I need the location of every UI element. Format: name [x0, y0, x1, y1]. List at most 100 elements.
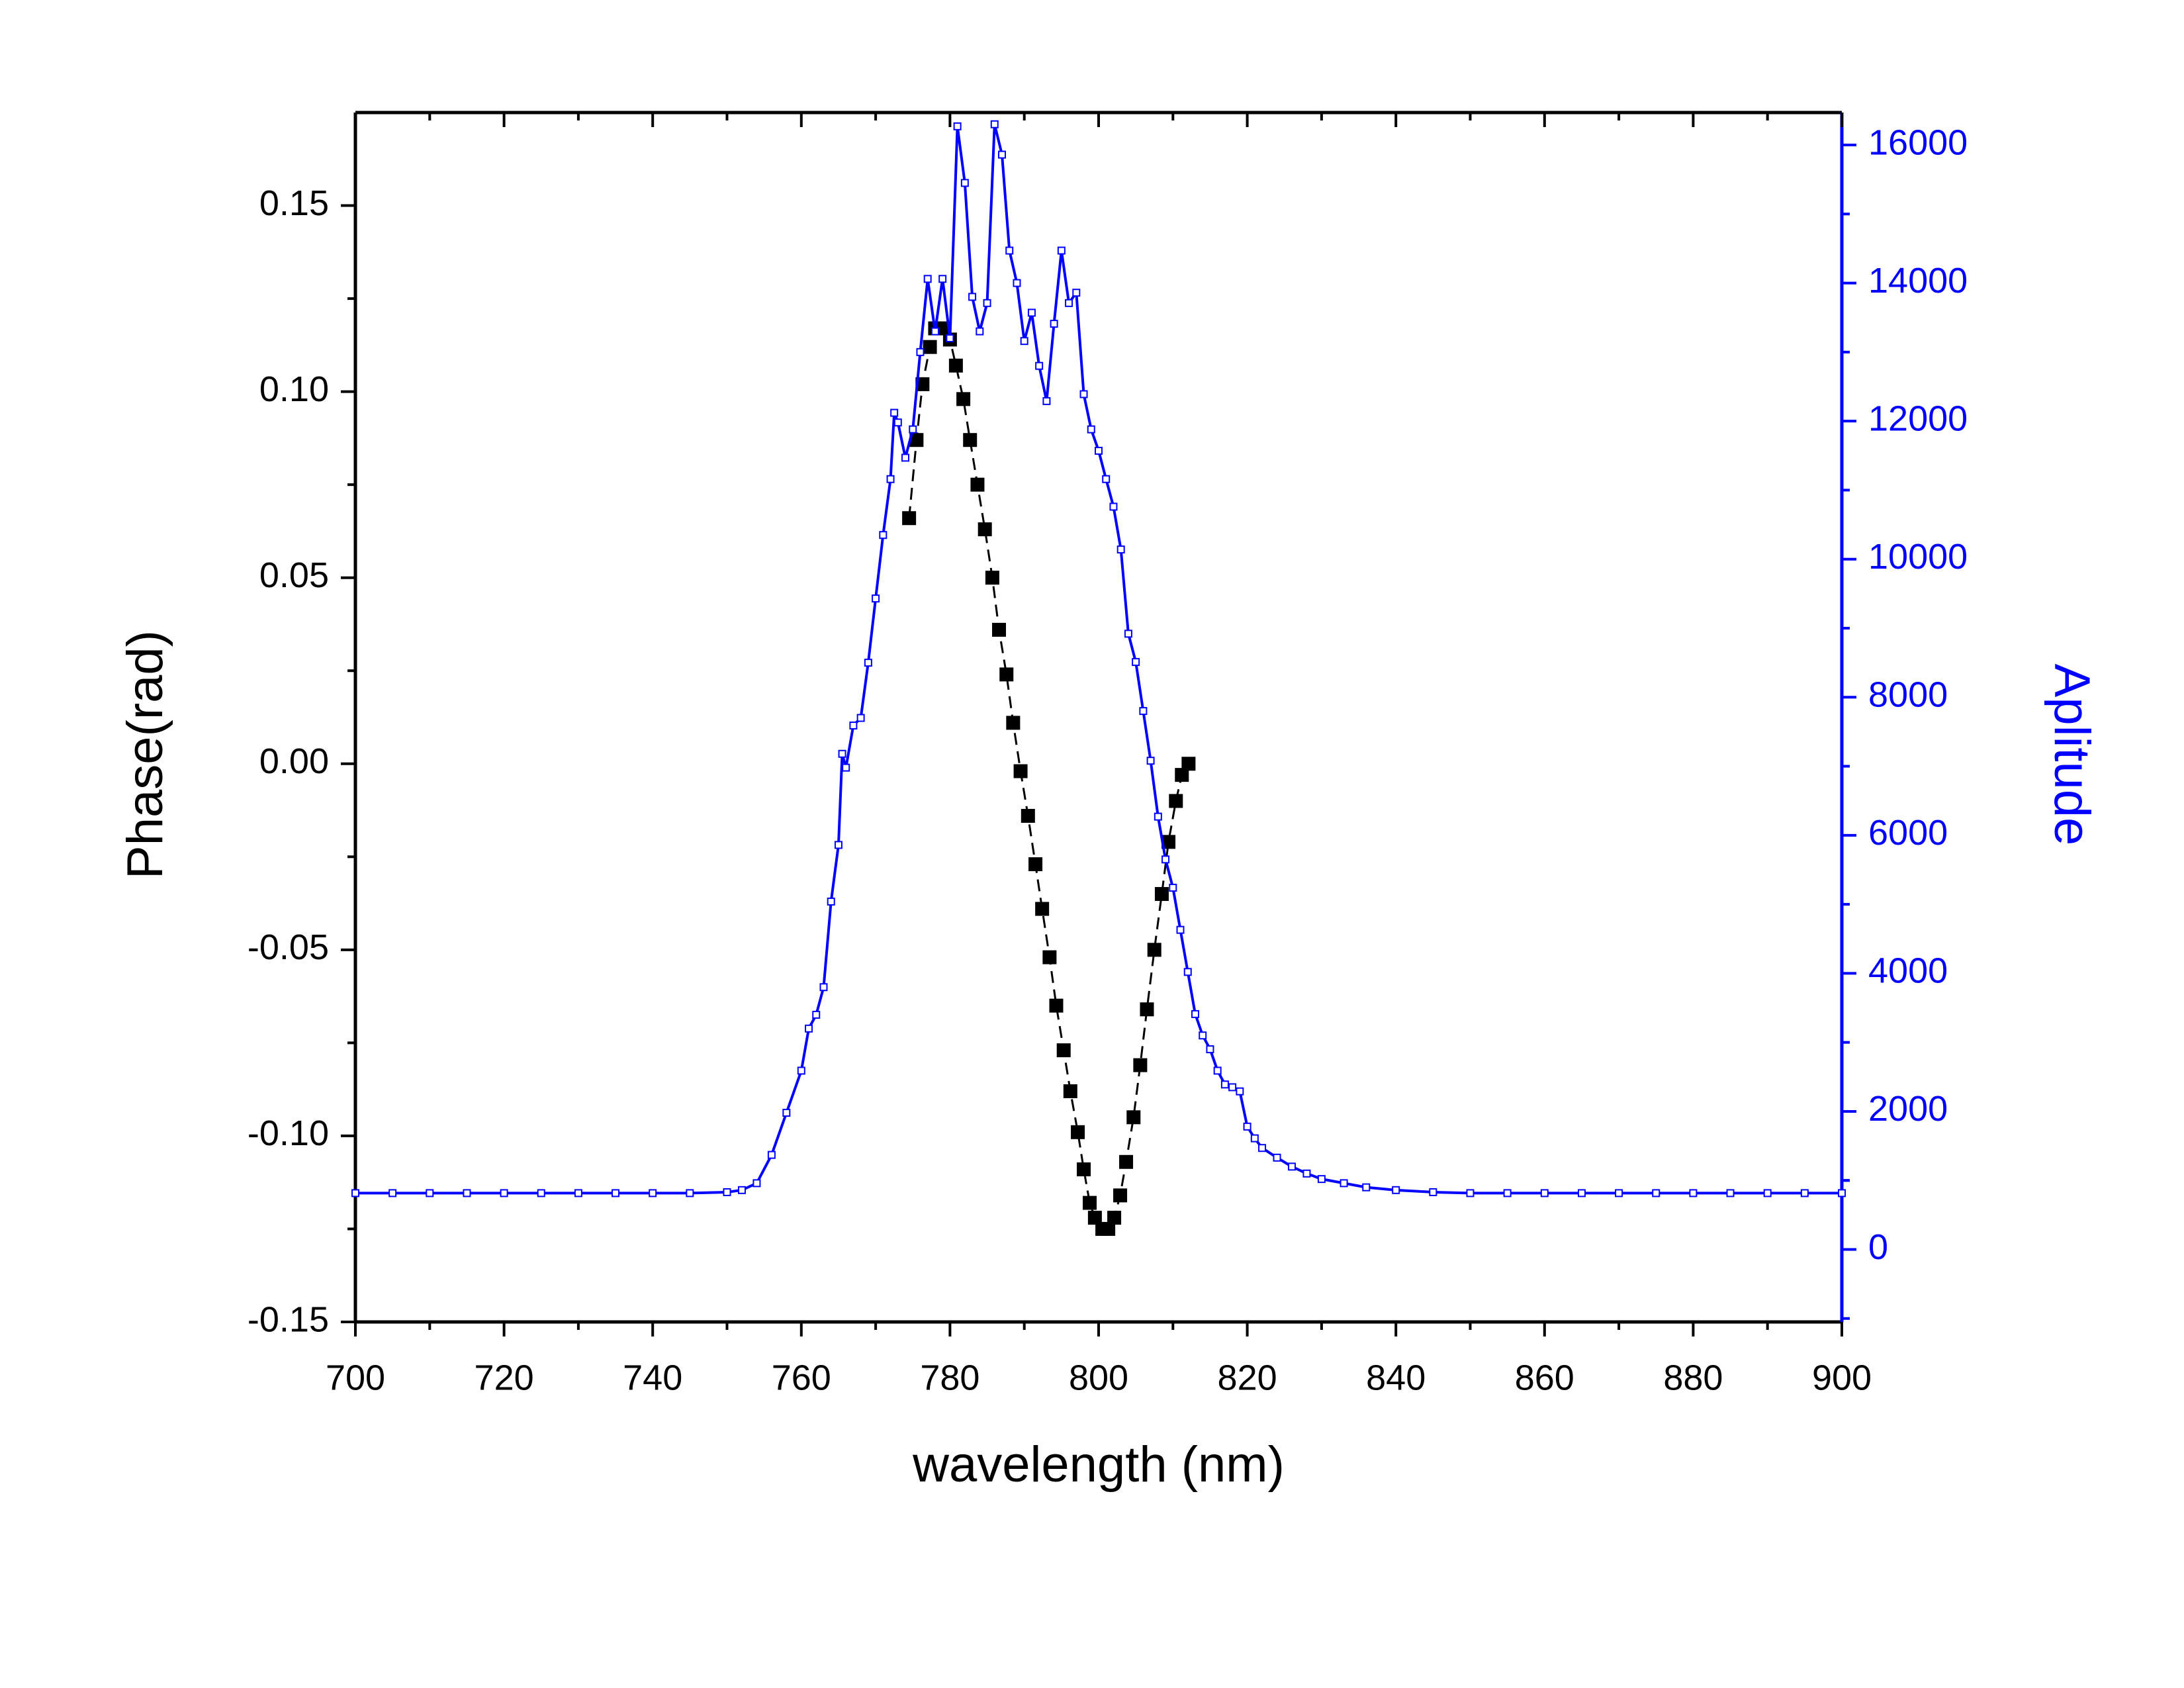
data-point — [1838, 1189, 1846, 1197]
data-point — [426, 1189, 434, 1197]
data-point — [1250, 1134, 1259, 1143]
data-point — [1228, 1083, 1237, 1092]
data-point — [1133, 1058, 1148, 1072]
data-point — [1139, 707, 1148, 716]
data-point — [879, 531, 887, 539]
data-point — [797, 1066, 805, 1075]
data-point — [752, 1179, 761, 1188]
data-point — [948, 358, 963, 373]
data-point — [1392, 1186, 1400, 1194]
data-point — [463, 1189, 471, 1197]
data-point — [1027, 308, 1036, 317]
data-point — [1124, 630, 1132, 638]
data-point — [1154, 812, 1162, 821]
data-point — [999, 667, 1014, 682]
data-point — [990, 120, 999, 128]
data-point — [970, 477, 985, 492]
y2-tick-label: 8000 — [1868, 675, 1948, 715]
x-tick-label: 740 — [623, 1358, 682, 1397]
data-point — [767, 1150, 776, 1159]
x-tick-label: 820 — [1218, 1358, 1277, 1397]
y2-tick-label: 2000 — [1868, 1089, 1948, 1129]
data-point — [782, 1109, 791, 1117]
x-tick-label: 840 — [1366, 1358, 1426, 1397]
data-point — [1056, 1043, 1071, 1058]
data-point — [890, 408, 899, 417]
x-tick-label: 780 — [920, 1358, 979, 1397]
data-point — [1071, 1125, 1085, 1139]
data-point — [1302, 1169, 1311, 1178]
data-point — [1140, 1002, 1154, 1017]
data-point — [976, 327, 984, 336]
data-point — [909, 425, 917, 434]
data-point — [1287, 1162, 1296, 1171]
data-point — [872, 594, 880, 603]
data-point — [931, 327, 939, 336]
data-point — [838, 749, 846, 758]
y-tick-label: 0.05 — [259, 555, 329, 595]
data-point — [1107, 1211, 1122, 1225]
y-tick-label: 0.15 — [259, 183, 329, 223]
data-point — [612, 1189, 620, 1197]
data-point — [1147, 943, 1161, 957]
data-point — [737, 1186, 746, 1194]
x-tick-label: 760 — [772, 1358, 831, 1397]
data-point — [1028, 857, 1043, 872]
data-point — [1800, 1189, 1809, 1197]
data-point — [985, 571, 999, 585]
x-tick-label: 900 — [1812, 1358, 1872, 1397]
data-point — [1577, 1189, 1586, 1197]
data-point — [1466, 1189, 1475, 1197]
y2-tick-label: 14000 — [1868, 261, 1968, 301]
data-point — [1035, 361, 1044, 370]
x-tick-label: 720 — [475, 1358, 534, 1397]
data-point — [834, 841, 842, 849]
data-point — [1213, 1066, 1222, 1075]
data-point — [649, 1189, 657, 1197]
y2-tick-label: 0 — [1868, 1227, 1888, 1267]
data-point — [1317, 1175, 1326, 1184]
data-point — [1119, 1154, 1134, 1169]
data-point — [1236, 1087, 1244, 1096]
y2-tick-label: 16000 — [1868, 122, 1968, 162]
data-point — [1191, 1009, 1199, 1018]
y2-tick-label: 4000 — [1868, 951, 1948, 991]
data-point — [1072, 289, 1081, 297]
y-axis-title: Phase(rad) — [117, 630, 173, 879]
data-point — [723, 1188, 731, 1196]
data-point — [1540, 1189, 1549, 1197]
data-point — [1220, 1080, 1229, 1089]
y-tick-label: 0.00 — [259, 741, 329, 781]
data-point — [902, 511, 917, 526]
data-point — [1169, 884, 1177, 892]
series-line — [908, 327, 1190, 1230]
data-point — [1503, 1189, 1512, 1197]
y-tick-label: -0.10 — [248, 1113, 329, 1153]
data-point — [1132, 658, 1140, 667]
y-tick-label: 0.10 — [259, 369, 329, 409]
y2-axis-title: Aplitude — [2044, 664, 2100, 846]
data-point — [1181, 757, 1196, 771]
data-point — [963, 433, 978, 447]
data-point — [351, 1189, 359, 1197]
data-point — [686, 1189, 694, 1197]
data-point — [1763, 1189, 1772, 1197]
series-line — [355, 124, 1842, 1195]
data-point — [1063, 1084, 1077, 1098]
data-point — [998, 150, 1007, 159]
data-point — [1154, 887, 1169, 902]
data-point — [1340, 1179, 1348, 1188]
data-point — [827, 897, 835, 906]
data-point — [1035, 902, 1050, 916]
data-point — [1652, 1189, 1661, 1197]
data-point — [1087, 425, 1095, 434]
data-point — [1005, 246, 1014, 255]
data-point — [1057, 246, 1066, 255]
y2-tick-label: 6000 — [1868, 813, 1948, 853]
y-tick-label: -0.05 — [248, 927, 329, 967]
data-point — [1006, 716, 1021, 730]
y2-tick-label: 12000 — [1868, 399, 1968, 438]
x-tick-label: 880 — [1663, 1358, 1723, 1397]
data-point — [1258, 1144, 1267, 1152]
